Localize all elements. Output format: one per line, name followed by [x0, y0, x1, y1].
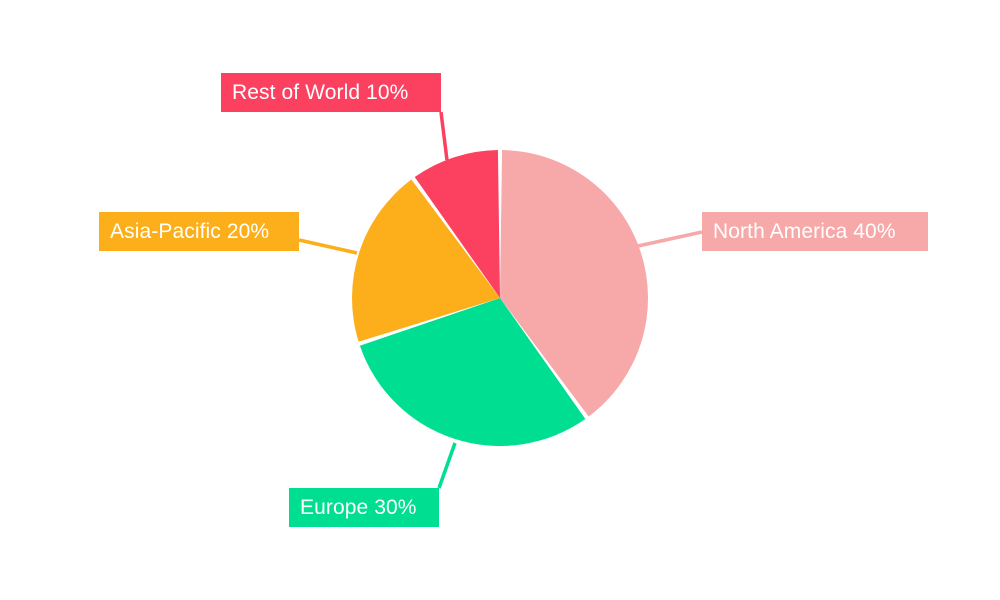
- pie-label-europe-text: Europe 30%: [300, 496, 417, 519]
- asia-pacific-leader: [298, 238, 358, 255]
- pie-slice-group: [352, 150, 649, 446]
- pie-label-north-america[interactable]: North America 40%: [702, 212, 928, 251]
- leader-line-group: [298, 111, 703, 489]
- pie-slice-europe[interactable]: [359, 298, 586, 446]
- pie-label-asia-pacific[interactable]: Asia-Pacific 20%: [99, 212, 299, 251]
- north-america-leader: [637, 230, 703, 248]
- pie-label-north-america-text: North America 40%: [713, 220, 896, 243]
- pie-slice-north-america[interactable]: [500, 150, 649, 417]
- pie-label-europe[interactable]: Europe 30%: [289, 488, 439, 527]
- pie-label-rest-of-world-text: Rest of World 10%: [232, 81, 409, 104]
- pie-label-asia-pacific-text: Asia-Pacific 20%: [110, 220, 270, 243]
- pie-slice-rest-of-world[interactable]: [414, 150, 500, 298]
- europe-leader: [437, 442, 457, 489]
- rest-of-world-leader: [439, 111, 449, 161]
- pie-slice-asia-pacific[interactable]: [352, 179, 500, 342]
- pie-label-rest-of-world[interactable]: Rest of World 10%: [221, 73, 441, 112]
